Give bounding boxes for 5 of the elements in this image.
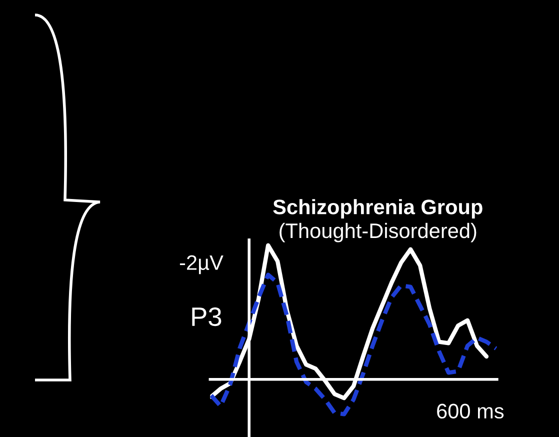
annotation: -2µV — [180, 255, 224, 274]
chart-title: Schizophrenia Group — [273, 199, 482, 218]
annotation: P3 — [192, 307, 222, 326]
annotation: 600 ms — [437, 404, 504, 419]
chart-subtitle: (Thought-Disordered) — [280, 222, 476, 242]
